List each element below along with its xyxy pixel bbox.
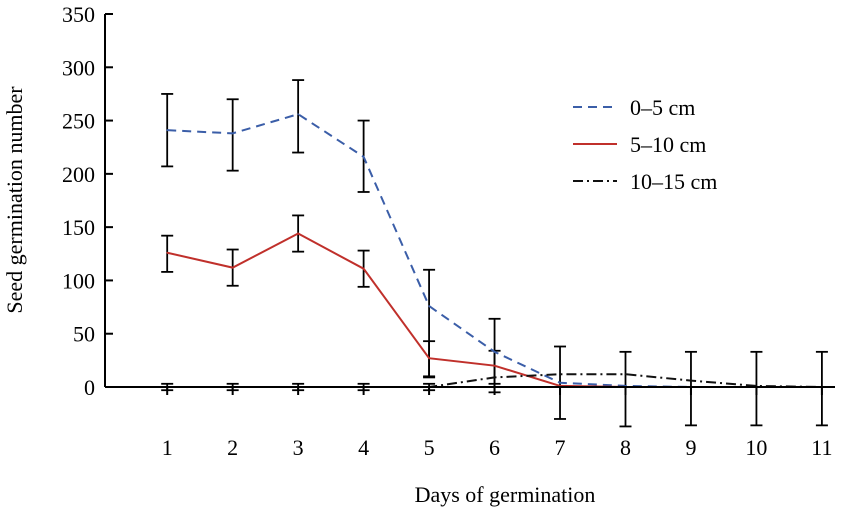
- x-tick-label: 10: [745, 435, 767, 460]
- y-ticks: 0 50 100 150 200 250 300 350: [62, 2, 113, 400]
- x-tick-label: 1: [162, 435, 173, 460]
- data-point: [362, 156, 365, 158]
- legend-label-1: 0–5 cm: [630, 95, 695, 120]
- y-tick-label: 200: [62, 162, 95, 187]
- x-tick-label: 11: [811, 435, 832, 460]
- y-tick-label: 100: [62, 268, 95, 293]
- data-point: [166, 129, 168, 131]
- y-tick-label: 50: [73, 322, 95, 347]
- data-point: [690, 379, 692, 382]
- legend-label-2: 5–10 cm: [630, 132, 706, 157]
- legend-label-3: 10–15 cm: [630, 169, 717, 194]
- data-point: [493, 351, 496, 353]
- data-point: [493, 364, 496, 367]
- x-ticks: 1 2 3 4 5 6 7 8 9 10 11: [162, 387, 832, 460]
- x-tick-label: 9: [685, 435, 696, 460]
- y-tick-label: 300: [62, 55, 95, 80]
- data-point: [362, 267, 365, 270]
- x-tick-label: 2: [227, 435, 238, 460]
- data-point: [493, 376, 496, 379]
- axes: [104, 14, 835, 388]
- data-point: [297, 232, 299, 235]
- data-point: [559, 381, 561, 384]
- x-tick-label: 4: [358, 435, 369, 460]
- x-tick-label: 5: [424, 435, 435, 460]
- x-tick-label: 3: [293, 435, 304, 460]
- x-tick-label: 7: [555, 435, 566, 460]
- data-point: [428, 357, 430, 360]
- y-tick-label: 350: [62, 2, 95, 27]
- y-tick-label: 150: [62, 215, 95, 240]
- data-point: [624, 373, 627, 376]
- x-axis-title: Days of germination: [415, 482, 596, 507]
- data-point: [297, 113, 299, 115]
- data-point: [428, 305, 430, 307]
- y-axis-title: Seed germination number: [2, 86, 27, 314]
- data-point: [231, 132, 234, 135]
- y-tick-label: 0: [84, 375, 95, 400]
- data-point: [559, 373, 561, 376]
- x-tick-label: 6: [489, 435, 500, 460]
- data-point: [231, 266, 234, 269]
- y-tick-label: 250: [62, 109, 95, 134]
- data-point: [166, 251, 168, 254]
- x-tick-label: 8: [620, 435, 631, 460]
- legend: 0–5 cm 5–10 cm 10–15 cm: [573, 95, 717, 194]
